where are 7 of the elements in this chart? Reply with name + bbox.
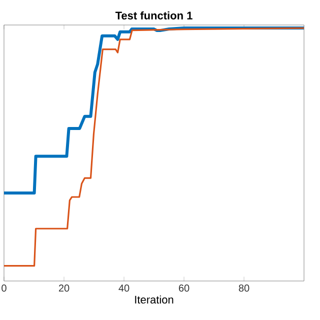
x-tick-label: 20 [58,284,70,292]
x-axis-title: Iteration [135,295,174,304]
x-tick-label: 60 [178,284,190,292]
x-tick-label: 80 [238,284,250,292]
chart-title: Test function 1 [115,11,192,20]
x-tick-label: 40 [118,284,130,292]
x-tick-label: 0 [2,284,6,292]
